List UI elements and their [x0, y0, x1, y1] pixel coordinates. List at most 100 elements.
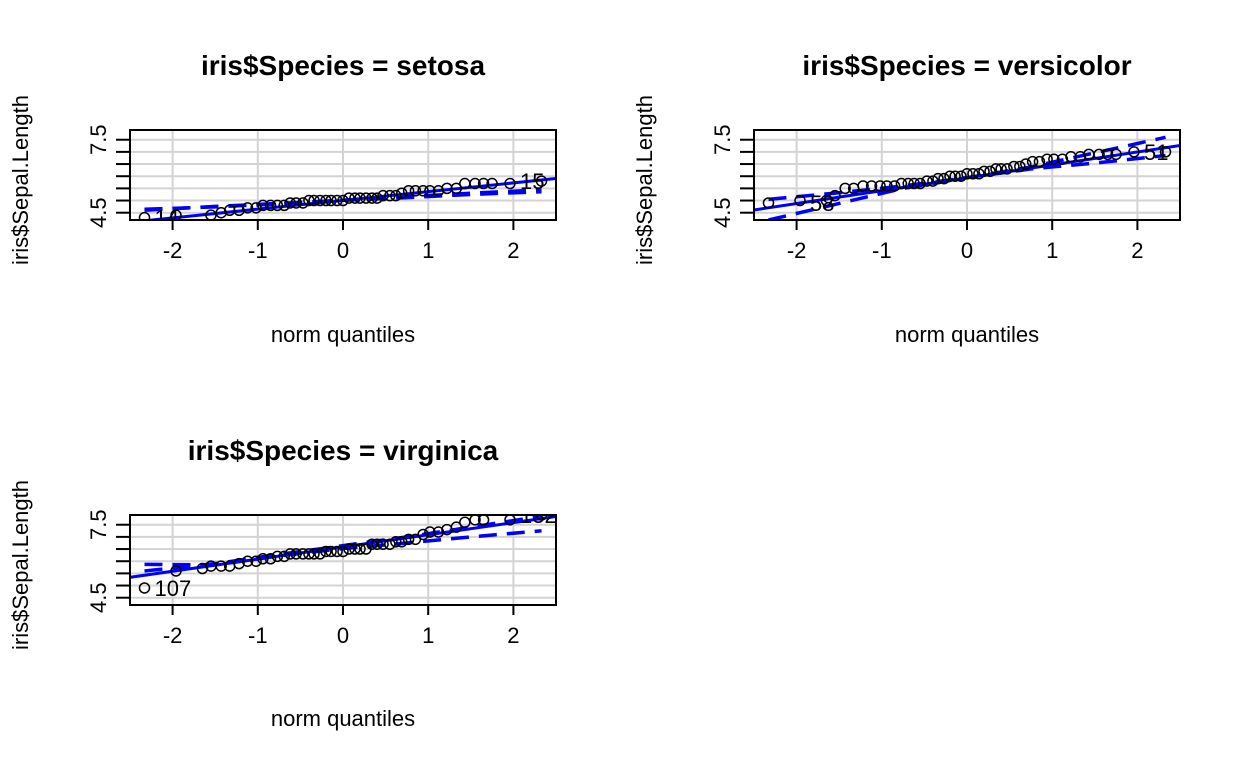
data-point	[284, 197, 296, 209]
data-point	[284, 548, 296, 560]
plot-content: 58 51	[754, 135, 1180, 220]
data-point	[402, 185, 415, 197]
data-point	[354, 543, 366, 555]
data-point	[354, 192, 366, 204]
data-point	[949, 170, 961, 182]
data-point	[138, 211, 151, 220]
panel-title: iris$Species = setosa	[201, 50, 486, 81]
data-point	[337, 194, 349, 207]
data-point	[535, 175, 548, 187]
x-tick-label: -2	[787, 238, 807, 263]
x-axis-label: norm quantiles	[271, 322, 415, 347]
data-point	[303, 194, 315, 207]
point-label: 15	[520, 169, 544, 194]
data-point	[257, 199, 269, 212]
data-point	[377, 538, 389, 550]
data-point	[241, 202, 254, 214]
data-point	[138, 582, 151, 594]
y-tick-label: 4.5	[86, 197, 111, 228]
data-point	[990, 163, 1002, 175]
data-point	[396, 187, 408, 199]
x-axis-label: norm quantiles	[895, 322, 1039, 347]
data-point	[409, 185, 422, 197]
data-point	[278, 199, 290, 212]
x-tick-label: 1	[422, 623, 434, 648]
x-tick-label: -2	[163, 238, 183, 263]
point-label: 132	[520, 503, 557, 528]
data-point	[271, 550, 284, 563]
data-point	[535, 515, 548, 521]
data-point	[995, 163, 1007, 175]
data-point	[1110, 148, 1122, 161]
data-point	[450, 521, 463, 533]
data-point	[384, 189, 396, 202]
data-point	[1048, 153, 1060, 165]
panel-title: iris$Species = virginica	[188, 435, 499, 466]
data-point	[349, 543, 361, 555]
data-point	[337, 545, 349, 558]
data-point	[325, 194, 337, 207]
data-point	[967, 168, 979, 180]
data-point	[914, 177, 926, 190]
data-point	[1159, 146, 1172, 158]
data-point	[349, 192, 361, 204]
data-point	[215, 560, 227, 572]
data-point	[320, 194, 332, 207]
data-point	[417, 528, 429, 541]
data-point	[881, 180, 893, 192]
data-point	[895, 177, 908, 190]
data-point	[504, 177, 516, 190]
y-axis-label: iris$Sepal.Length	[8, 480, 33, 650]
data-point	[297, 548, 309, 560]
panel-2: 58 51 -2 -1 0 1 2 4.5 7.5 iris$Species = versicol…	[632, 50, 1181, 347]
data-point	[921, 175, 933, 187]
x-tick-label: 2	[507, 623, 519, 648]
data-point	[424, 185, 436, 197]
data-point	[1001, 163, 1013, 175]
data-point	[271, 199, 284, 212]
y-tick-label: 7.5	[86, 124, 111, 155]
data-point	[469, 515, 481, 526]
data-point	[938, 172, 950, 185]
data-point	[857, 180, 869, 192]
data-point	[308, 194, 320, 207]
data-point	[320, 545, 332, 558]
x-tick-label: -2	[163, 623, 183, 648]
data-point	[888, 180, 901, 192]
data-point	[961, 168, 973, 180]
panel-3: 107 132 -2 -1 0 1 2 4.5 7.5 iris$Species = virgin…	[8, 435, 557, 731]
y-tick-label: 7.5	[710, 124, 735, 155]
data-point	[343, 543, 355, 555]
data-point	[1020, 158, 1032, 170]
x-tick-label: 2	[1131, 238, 1143, 263]
data-point	[390, 189, 402, 202]
data-point	[932, 172, 944, 185]
data-point	[955, 170, 967, 182]
data-point	[417, 185, 429, 197]
data-point	[366, 192, 378, 204]
data-point	[377, 189, 389, 202]
x-tick-label: 0	[961, 238, 973, 263]
data-point	[1033, 155, 1046, 168]
data-point	[477, 515, 490, 526]
x-tick-label: -1	[248, 238, 268, 263]
data-point	[908, 177, 920, 190]
data-point	[794, 194, 806, 207]
y-axis-label: iris$Sepal.Length	[632, 95, 657, 265]
point-label: 14	[154, 206, 178, 231]
data-point	[504, 515, 516, 526]
plot-content: 14 15	[137, 169, 556, 231]
data-point	[331, 194, 343, 207]
point-label: 51	[1144, 140, 1168, 165]
data-point	[264, 199, 277, 212]
data-point	[402, 533, 415, 546]
data-point	[469, 177, 481, 190]
data-point	[762, 197, 775, 209]
panel-1: 14 15 -2 -1 0 1 2 4.5 7.5 iris$Species = setosa no…	[8, 50, 557, 347]
data-point	[944, 170, 956, 182]
data-point	[459, 516, 471, 529]
data-point	[874, 180, 886, 192]
x-tick-label: 1	[1046, 238, 1058, 263]
y-tick-label: 4.5	[710, 197, 735, 228]
